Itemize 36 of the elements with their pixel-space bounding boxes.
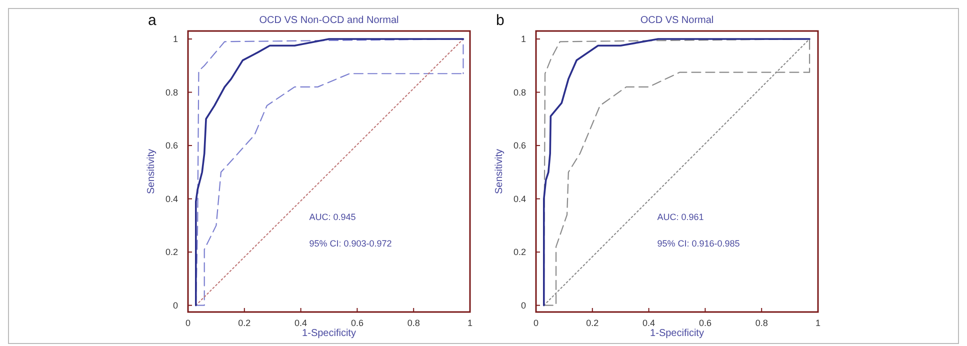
x-tick-label: 0.6 — [350, 318, 364, 328]
chart-title: OCD VS Normal — [640, 15, 714, 26]
annotation: AUC: 0.961 — [657, 212, 704, 222]
x-tick-label: 0.2 — [586, 318, 599, 328]
y-tick-label: 0 — [520, 300, 526, 310]
y-tick-label: 0.8 — [513, 87, 526, 98]
annotation: 95% CI: 0.903-0.972 — [309, 238, 392, 249]
x-tick-label: 0.8 — [755, 318, 768, 328]
y-tick-label: 0.6 — [513, 140, 526, 151]
text: a — [148, 12, 157, 29]
x-tick-label: 1 — [815, 318, 821, 328]
y-tick-label: 0.4 — [165, 194, 178, 204]
annotation: AUC: 0.945 — [309, 212, 356, 222]
x-tick-label: 0 — [533, 318, 539, 328]
y-tick-label: 0.4 — [513, 194, 526, 204]
y-tick-label: 1 — [172, 34, 178, 44]
y-axis-title: Sensitivity — [494, 148, 505, 194]
y-tick-label: 0.8 — [165, 87, 178, 98]
y-tick-label: 1 — [520, 34, 526, 44]
x-tick-label: 0 — [185, 318, 191, 328]
x-tick-label: 0.6 — [698, 318, 712, 328]
x-tick-label: 0.2 — [238, 318, 251, 328]
chart-title: OCD VS Non-OCD and Normal — [259, 15, 399, 26]
y-tick-label: 0.2 — [513, 247, 526, 258]
x-axis-title: 1-Specificity — [302, 328, 356, 339]
x-tick-label: 0.4 — [294, 318, 308, 328]
y-tick-label: 0 — [172, 300, 178, 310]
x-tick-label: 0.4 — [642, 318, 656, 328]
text: b — [496, 12, 504, 29]
y-axis-title: Sensitivity — [146, 148, 157, 194]
x-axis-title: 1-Specificity — [650, 328, 704, 339]
y-tick-label: 0.2 — [165, 247, 178, 258]
annotation: 95% CI: 0.916-0.985 — [657, 238, 740, 249]
x-tick-label: 0.8 — [407, 318, 420, 328]
y-tick-label: 0.6 — [165, 140, 178, 151]
x-tick-label: 1 — [467, 318, 473, 328]
